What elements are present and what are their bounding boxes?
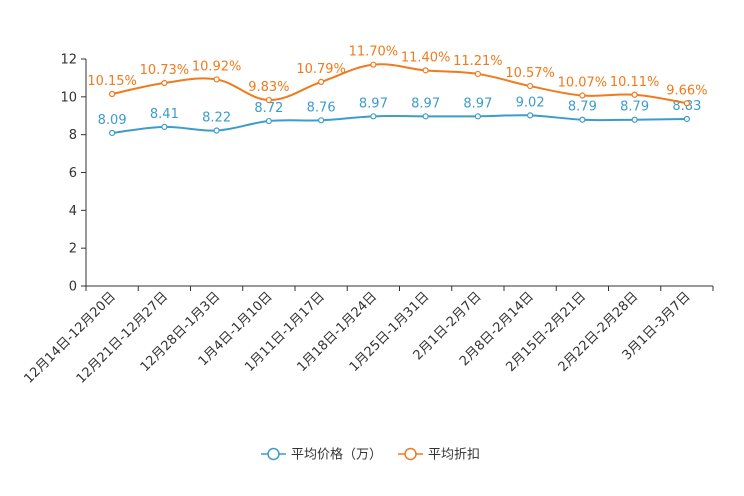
y-tick-label: 6 [69, 166, 77, 181]
data-point[interactable] [265, 96, 272, 104]
data-label: 11.70% [349, 45, 399, 60]
data-point[interactable] [631, 91, 638, 98]
data-point[interactable] [683, 100, 690, 107]
y-tick-label: 10 [60, 90, 77, 105]
data-label: 9.83% [248, 80, 289, 95]
data-label: 11.21% [453, 54, 503, 69]
data-label: 10.15% [87, 74, 137, 89]
series-avg-price: 8.09 8.41 8.22 8.72 8.76 8.97 8.97 8.97 9.02 8.79… [98, 95, 701, 137]
data-label: 8.97 [359, 96, 388, 111]
data-label: 10.92% [192, 59, 242, 74]
data-point[interactable] [527, 112, 534, 119]
y-tick-label: 2 [69, 242, 77, 257]
data-label: 8.97 [411, 96, 440, 111]
legend[interactable]: 平均价格（万） 平均折扣 [261, 447, 480, 463]
x-tick-label: 12月21日-12月27日 [74, 289, 171, 386]
data-label: 10.79% [296, 62, 346, 77]
legend-label: 平均折扣 [428, 448, 480, 463]
data-label: 8.79 [620, 100, 649, 115]
data-label: 10.11% [610, 75, 660, 90]
data-point[interactable] [161, 79, 168, 87]
data-point[interactable] [318, 78, 325, 85]
data-label: 8.72 [254, 101, 283, 116]
data-point[interactable] [161, 123, 168, 131]
data-point[interactable] [265, 117, 272, 125]
data-point[interactable] [631, 116, 638, 123]
data-label: 8.22 [202, 111, 231, 126]
y-tick-label: 4 [69, 204, 77, 219]
legend-item-avg-discount[interactable]: 平均折扣 [398, 448, 480, 463]
y-tick-label: 12 [60, 53, 77, 68]
data-point[interactable] [109, 90, 116, 98]
data-point[interactable] [683, 115, 690, 123]
data-point[interactable] [579, 92, 586, 99]
y-tick-label: 0 [69, 280, 77, 295]
data-label: 9.66% [666, 83, 707, 98]
data-label: 8.09 [98, 113, 127, 128]
legend-label: 平均价格（万） [291, 447, 382, 463]
y-tick-label: 8 [69, 128, 77, 143]
data-label: 8.97 [463, 96, 492, 111]
data-point[interactable] [370, 113, 377, 120]
data-label: 10.73% [140, 63, 190, 78]
data-point[interactable] [527, 82, 534, 90]
legend-item-avg-price[interactable]: 平均价格（万） [261, 447, 382, 463]
data-point[interactable] [474, 70, 481, 78]
series-layer: 8.09 8.41 8.22 8.72 8.76 8.97 8.97 8.97 9.02 8.79… [87, 45, 708, 137]
x-tick-label: 12月14日-12月20日 [21, 289, 118, 386]
data-label: 9.02 [516, 95, 545, 110]
data-label: 10.57% [505, 66, 555, 81]
data-label: 8.79 [568, 100, 597, 115]
series-line [112, 114, 687, 134]
data-point[interactable] [422, 113, 429, 120]
data-point[interactable] [474, 113, 481, 120]
data-point[interactable] [109, 129, 116, 137]
data-point[interactable] [213, 76, 220, 83]
data-point[interactable] [318, 117, 325, 124]
data-point[interactable] [213, 127, 220, 134]
data-point[interactable] [579, 116, 586, 123]
data-label: 8.76 [307, 100, 336, 115]
series-line [111, 63, 688, 105]
data-label: 11.40% [401, 50, 451, 65]
data-label: 8.41 [150, 107, 179, 122]
data-point[interactable] [422, 67, 429, 74]
legend-marker-icon [267, 447, 280, 461]
legend-marker-icon [404, 447, 417, 461]
series-avg-discount: 10.15%10.73% 10.92% 9.83% 10.79%11.70% 11.40… [87, 45, 708, 107]
data-label: 10.07% [558, 76, 608, 91]
data-point[interactable] [370, 61, 377, 68]
